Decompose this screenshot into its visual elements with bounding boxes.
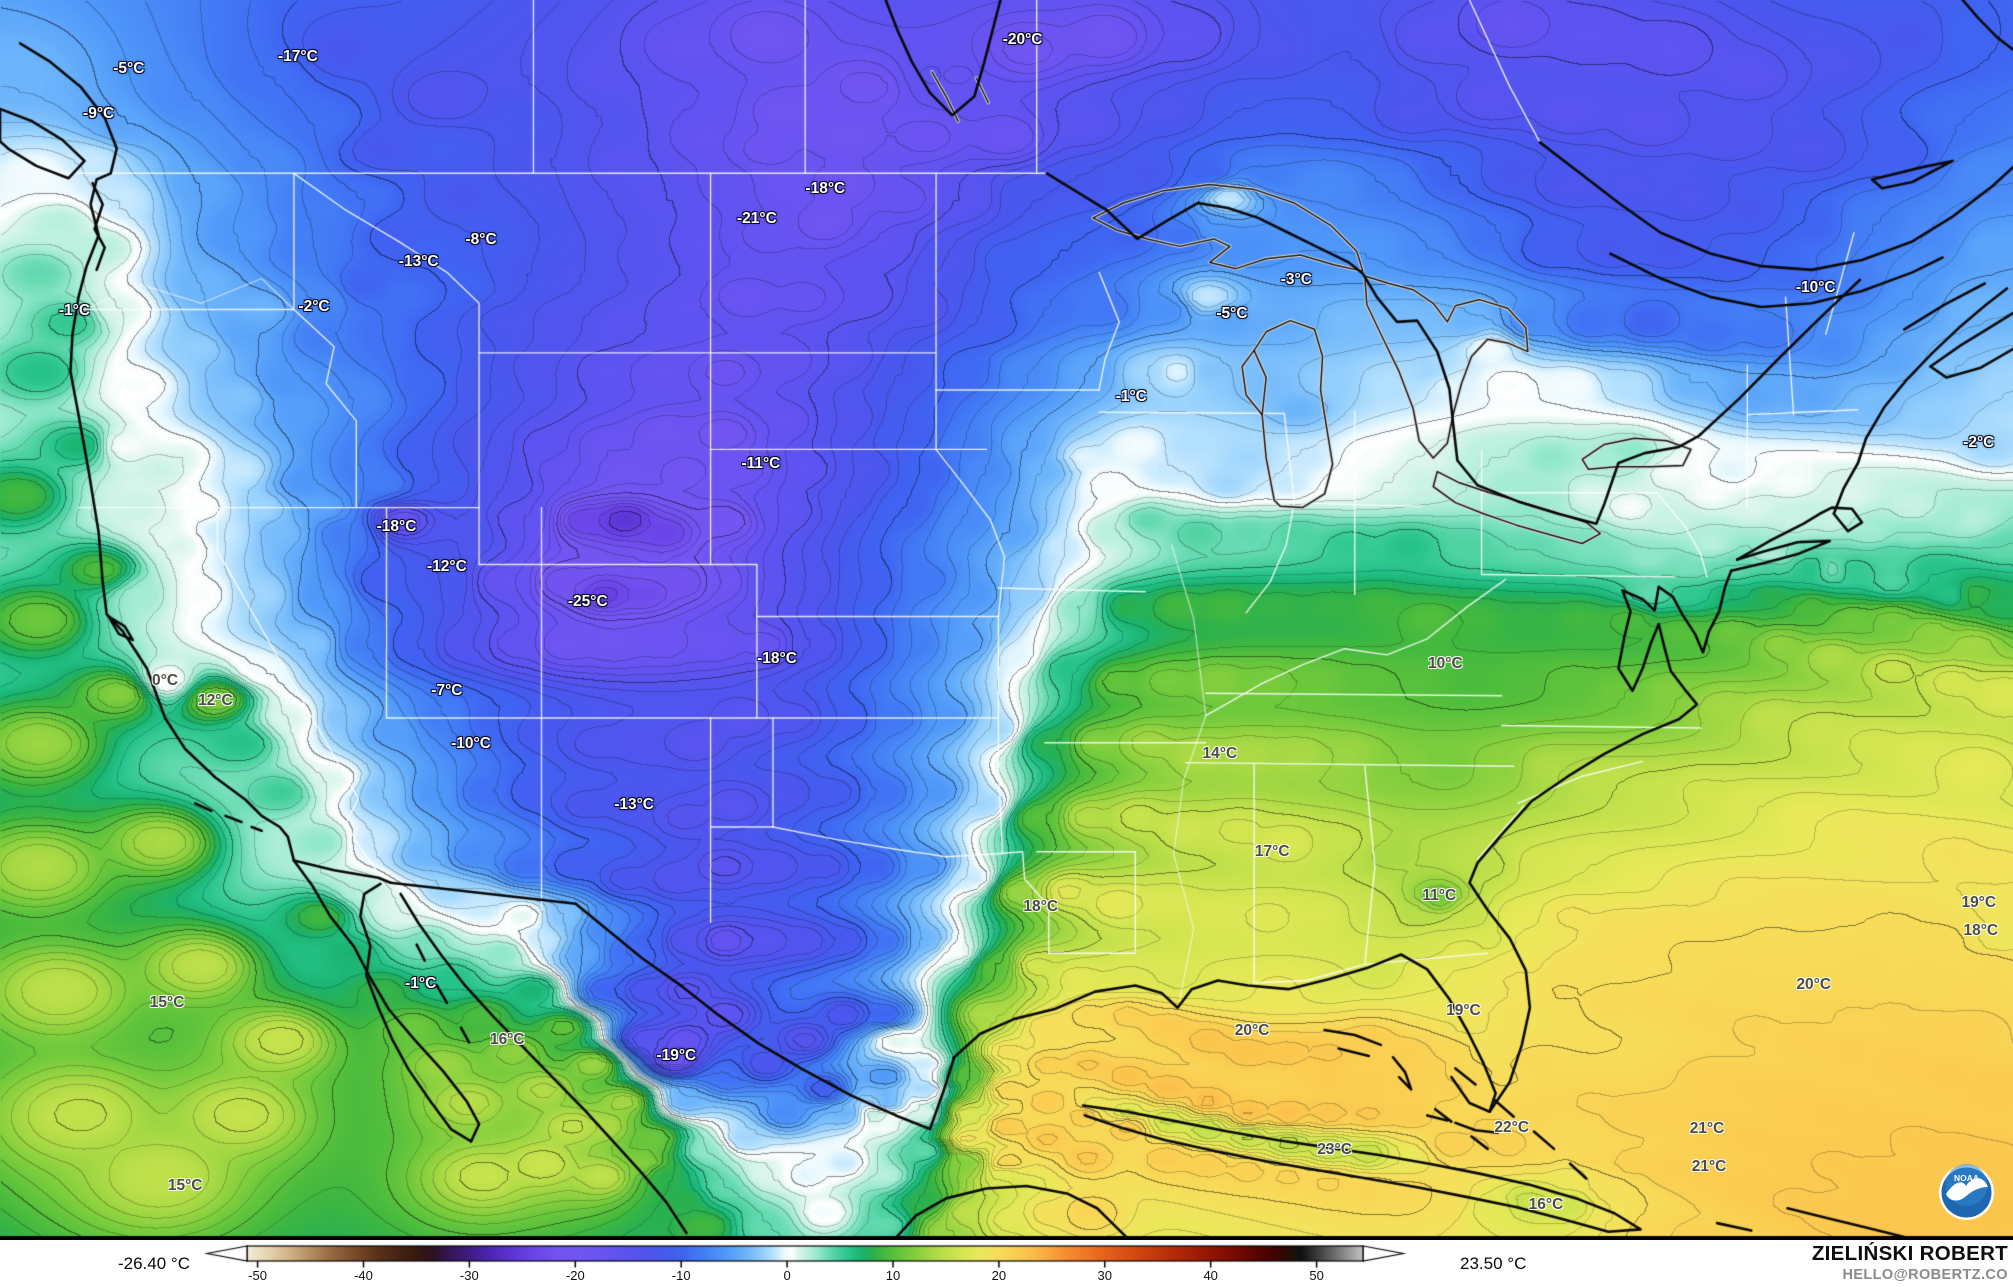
- noaa-logo: NOAA: [1939, 1164, 1994, 1220]
- colorbar-tick-label: -40: [354, 1268, 373, 1283]
- credit-email: HELLO@ROBERTZ.CO: [1842, 1267, 2008, 1283]
- colorbar-tick-label: 30: [1097, 1268, 1113, 1283]
- colorbar-min-label: -26.40 °C: [117, 1254, 190, 1273]
- colorbar-tick-label: 0: [783, 1268, 791, 1283]
- colorbar-tick-label: 40: [1203, 1268, 1218, 1283]
- colorbar-tick-label: -30: [459, 1268, 479, 1283]
- legend-panel: -26.40 °C -50 -40 -30 -20 -10 0 10 20 30 40 50 23.…: [0, 1238, 2013, 1287]
- colorbar: [204, 1244, 1414, 1268]
- temperature-contour-map: -5°C -9°C -17°C -20°C -18°C -21°C -8°C -13°C -2°…: [0, 0, 2013, 1238]
- colorbar-tick-label: -50: [248, 1268, 267, 1283]
- temperature-field-canvas: [0, 0, 2013, 1238]
- colorbar-tick-label: 20: [991, 1268, 1007, 1283]
- colorbar-tick-label: -20: [565, 1268, 585, 1283]
- noaa-logo-text: NOAA: [1954, 1173, 1979, 1183]
- credit-name: ZIELIŃSKI ROBERT: [1811, 1242, 2008, 1265]
- colorbar-tick-label: 10: [885, 1268, 901, 1283]
- colorbar-max-label: 23.50 °C: [1460, 1254, 1527, 1273]
- colorbar-tick-label: -10: [671, 1268, 691, 1283]
- colorbar-tick-label: 50: [1309, 1268, 1324, 1283]
- noaa-gull-icon: [1946, 1178, 1988, 1201]
